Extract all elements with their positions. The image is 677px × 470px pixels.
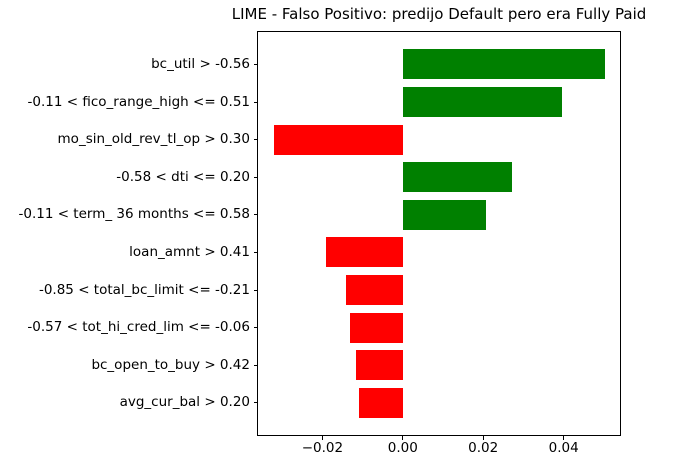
x-tick-label: 0.00 (387, 440, 418, 456)
x-tick-label: 0.02 (468, 440, 499, 456)
plot-area (257, 31, 621, 436)
y-tick-mark (253, 214, 257, 216)
y-tick-label: -0.11 < term_ 36 months <= 0.58 (18, 206, 250, 223)
y-tick-label: bc_open_to_buy > 0.42 (91, 356, 250, 373)
y-tick-label: -0.58 < dti <= 0.20 (116, 168, 250, 185)
chart-title: LIME - Falso Positivo: predijo Default p… (231, 5, 647, 23)
y-tick-mark (253, 63, 257, 65)
bar (402, 49, 606, 80)
y-tick-label: bc_util > -0.56 (151, 55, 250, 72)
y-tick-label: -0.85 < total_bc_limit <= -0.21 (38, 281, 250, 298)
bar (402, 87, 562, 117)
y-tick-mark (253, 364, 257, 366)
y-tick-mark (253, 327, 257, 329)
x-tick-mark (321, 436, 323, 440)
y-tick-label: avg_cur_bal > 0.20 (119, 394, 250, 411)
x-tick-label: −0.02 (301, 440, 344, 456)
y-tick-mark (253, 101, 257, 103)
bar (274, 124, 403, 155)
bar (402, 162, 512, 193)
x-tick-mark (482, 436, 484, 440)
x-tick-mark (402, 436, 404, 440)
bar (346, 275, 403, 305)
bar (350, 312, 403, 343)
bar (359, 387, 403, 418)
y-tick-label: -0.57 < tot_hi_cred_lim <= -0.06 (27, 319, 250, 336)
x-tick-label: 0.04 (548, 440, 579, 456)
bar (356, 350, 403, 381)
y-tick-mark (253, 176, 257, 178)
bar (402, 199, 487, 230)
bar (326, 237, 403, 268)
y-tick-mark (253, 289, 257, 291)
y-tick-label: -0.11 < fico_range_high <= 0.51 (27, 93, 250, 110)
y-tick-mark (253, 139, 257, 141)
x-tick-mark (563, 436, 565, 440)
y-tick-label: mo_sin_old_rev_tl_op > 0.30 (57, 131, 250, 148)
y-tick-mark (253, 402, 257, 404)
y-tick-mark (253, 251, 257, 253)
y-tick-label: loan_amnt > 0.41 (129, 243, 250, 260)
